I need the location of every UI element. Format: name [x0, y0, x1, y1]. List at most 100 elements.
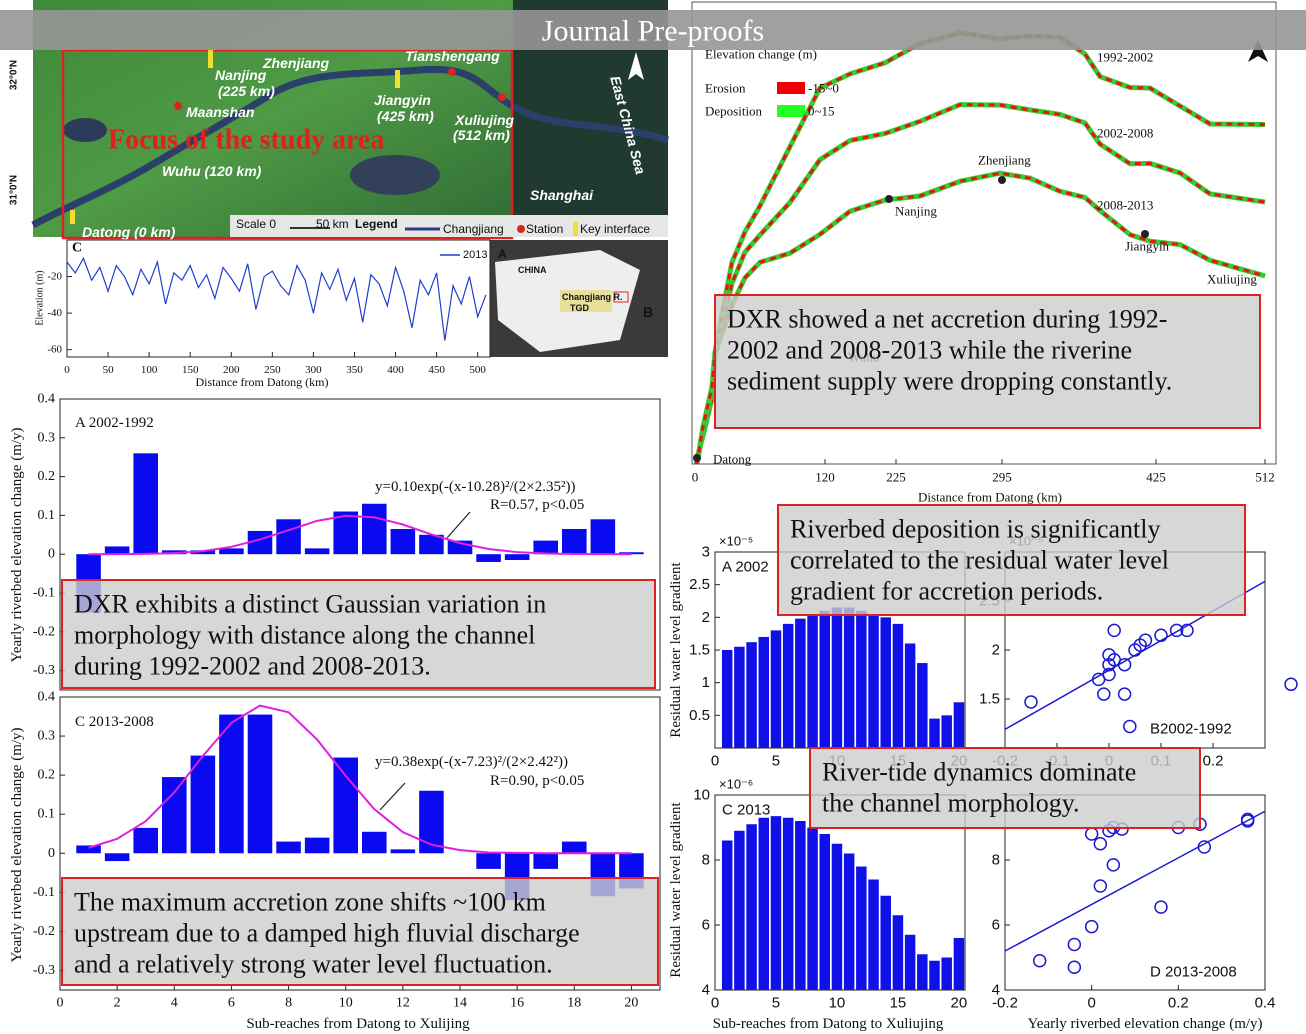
y-tick-label: 2 [992, 642, 1000, 659]
fit-equation: y=0.38exp(-(x-7.23)²/(2×2.42²)) [375, 754, 568, 770]
y-tick-label: 4 [702, 982, 710, 999]
y-tick-label: 2.5 [689, 576, 710, 593]
point [1240, 812, 1255, 827]
callout-text: DXR showed a net accretion during 1992- [727, 305, 1167, 334]
map-label: 1992-2002 [1097, 50, 1153, 65]
inset-label: CHINA [518, 265, 547, 275]
point [1097, 687, 1111, 701]
y-tick-label: 0.2 [38, 768, 56, 783]
bar [880, 895, 891, 990]
bar [533, 540, 558, 555]
point [1032, 954, 1047, 968]
bar [892, 623, 904, 748]
callout-box [714, 294, 1261, 429]
bar [795, 821, 806, 990]
y-tick-label: 6 [702, 917, 710, 934]
bar [843, 607, 855, 748]
map-label: Elevation change (m) [705, 47, 817, 62]
bar [831, 607, 843, 748]
x-axis-label: Distance from Datong (km) [196, 375, 329, 389]
legend-label: Key interface [580, 222, 650, 236]
x-tick-label: 150 [182, 364, 199, 376]
panel-label: C [72, 241, 82, 256]
x-tick-label: 15 [890, 995, 907, 1012]
bar [795, 618, 806, 748]
x-tick-label: -0.2 [992, 995, 1018, 1012]
y-tick-label: -60 [47, 344, 62, 356]
bar [770, 630, 782, 748]
x-tick-label: 0 [64, 364, 70, 376]
map-label: Maanshan [186, 104, 254, 120]
map-label: Jiangyin [1125, 239, 1170, 254]
x-tick-label: 0 [1087, 995, 1095, 1012]
callout-text: DXR exhibits a distinct Gaussian variati… [74, 590, 546, 619]
point [1084, 919, 1099, 934]
y-tick-label: -0.3 [33, 963, 55, 978]
deposition-swatch [777, 105, 805, 117]
bar [929, 960, 940, 990]
x-tick-label: 500 [469, 364, 486, 376]
map-label: Shanghai [530, 187, 594, 203]
x-axis-label: Sub-reaches from Datong to Xulijing [246, 1016, 470, 1032]
map-legend-bar [230, 215, 668, 237]
x-tick-label: 100 [141, 364, 158, 376]
fit-equation: R=0.57, p<0.05 [490, 497, 584, 513]
x-tick-label: 0 [711, 753, 719, 770]
map-label: Deposition [705, 104, 763, 119]
bar [276, 519, 301, 555]
bar [953, 702, 965, 748]
x-tick-label: 10 [829, 995, 846, 1012]
y-tick-label: 1.5 [979, 691, 1000, 708]
bar [758, 636, 770, 748]
fit-equation: R=0.90, p<0.05 [490, 773, 584, 789]
x-tick-label: 295 [992, 470, 1012, 485]
legend-label: A [498, 247, 507, 261]
x-tick-label: 0.2 [1203, 753, 1224, 770]
panel-label: C 2013-2008 [75, 714, 154, 730]
basin [560, 290, 612, 312]
callout-text: sediment supply were dropping constantly… [727, 367, 1172, 396]
bar [819, 834, 830, 990]
y-axis-label: Residual water level gradient [668, 561, 684, 737]
bar [390, 849, 416, 854]
map-label: Datong (0 km) [82, 224, 176, 240]
point [1106, 858, 1121, 872]
y-tick-label: 0.1 [38, 508, 56, 523]
bar [868, 879, 879, 990]
x-tick-label: 120 [815, 470, 835, 485]
x-tick-label: 5 [772, 753, 780, 770]
station [498, 93, 506, 101]
axis-multiplier: ×10⁻⁵ [719, 534, 753, 549]
y-tick-label: 1 [702, 674, 710, 691]
y-tick-label: 0.4 [38, 690, 56, 705]
latitude-label: 31°0'N [9, 175, 20, 205]
point [1107, 623, 1121, 638]
legend-label: Legend [355, 217, 398, 231]
panel-label: C 2013 [722, 802, 770, 819]
x-tick-label: 14 [453, 996, 467, 1011]
x-tick-label: 5 [772, 995, 780, 1012]
map-label: 2008-2013 [1097, 198, 1153, 213]
map-label: Wuhu (120 km) [162, 163, 262, 179]
point [1102, 667, 1116, 682]
annotation-arrow [379, 782, 406, 811]
x-axis-label: Sub-reaches from Datong to Xuliujing [713, 1016, 944, 1032]
bar [133, 827, 158, 854]
bar [247, 714, 273, 854]
x-tick-label: 512 [1255, 470, 1275, 485]
y-tick-label: -0.1 [33, 885, 55, 900]
callout-box [61, 877, 659, 986]
legend-station [517, 225, 525, 233]
map-label: Distance from Datong (km) [918, 490, 1062, 505]
bar [843, 853, 855, 990]
bar [362, 503, 387, 555]
x-tick-label: 8 [285, 996, 292, 1011]
x-tick-label: 18 [567, 996, 581, 1011]
map-label: Tianshengang [405, 48, 500, 64]
map-label: Nanjing [895, 204, 937, 219]
point [1138, 633, 1153, 647]
bar [190, 550, 216, 555]
bar [476, 853, 501, 869]
